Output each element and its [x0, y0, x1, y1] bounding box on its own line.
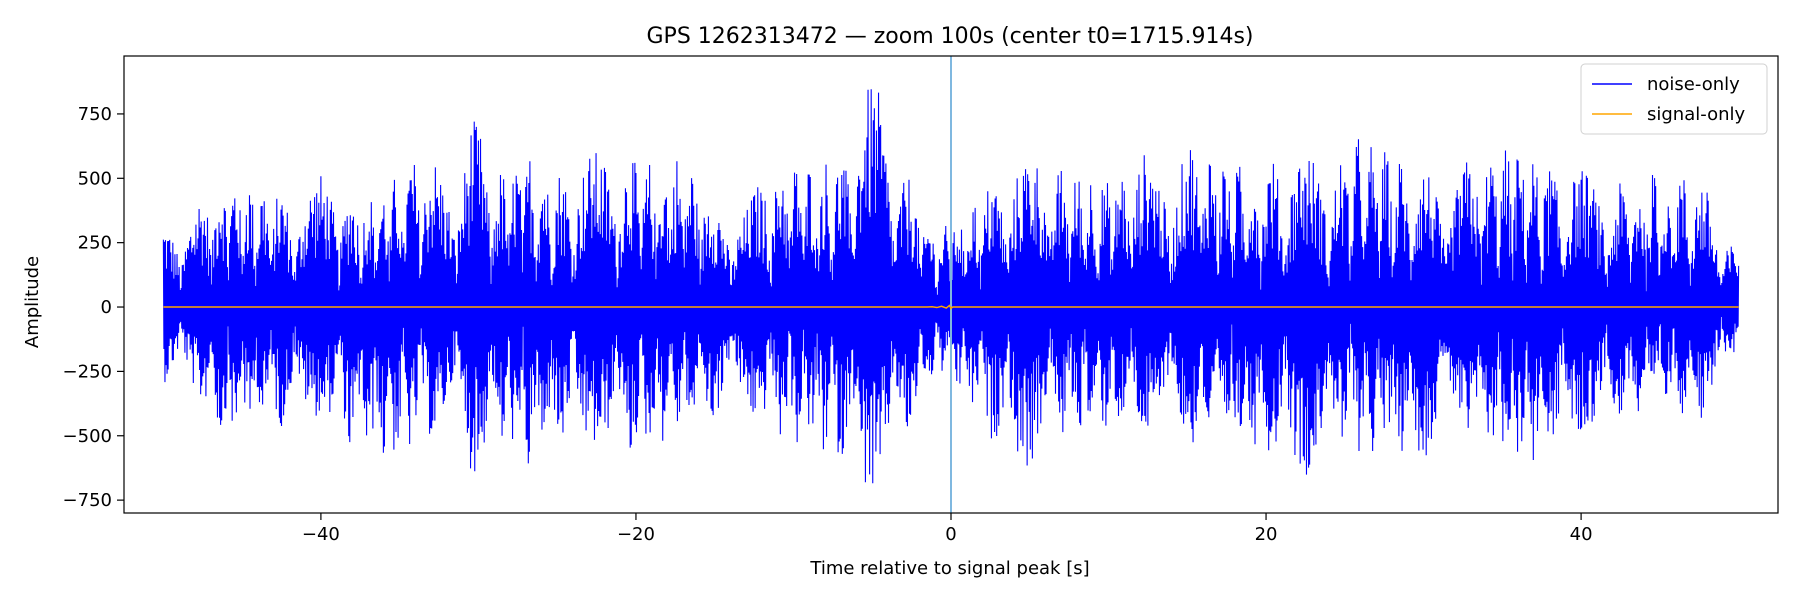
- y-tick-label: 500: [78, 168, 112, 189]
- x-tick-label: 20: [1255, 524, 1278, 545]
- series-line-signal-only: [163, 304, 1739, 310]
- y-tick-label: 0: [101, 297, 112, 318]
- y-tick-label: −250: [63, 361, 112, 382]
- y-tick-label: 750: [78, 104, 112, 125]
- y-axis-label: Amplitude: [22, 256, 43, 348]
- x-tick-label: −20: [617, 524, 655, 545]
- legend: noise-only signal-only: [1580, 63, 1768, 135]
- legend-box: [1580, 63, 1768, 135]
- chart-title: GPS 1262313472 — zoom 100s (center t0=17…: [647, 24, 1254, 49]
- legend-label-noise-only: noise-only: [1647, 74, 1740, 95]
- x-tick-label: 40: [1570, 524, 1593, 545]
- x-axis-label: Time relative to signal peak [s]: [809, 558, 1089, 579]
- x-tick-label: −40: [302, 524, 340, 545]
- plot-area: [162, 56, 1740, 513]
- legend-label-signal-only: signal-only: [1647, 104, 1745, 125]
- y-tick-label: −500: [63, 426, 112, 447]
- plot-clip-group: [162, 56, 1740, 513]
- y-tick-label: −750: [63, 490, 112, 511]
- axes: −40 −20 0 20 40 −750 −500 −250 0 250 500 750: [63, 55, 1779, 545]
- y-tick-label: 250: [78, 233, 112, 254]
- x-tick-label: 0: [945, 524, 956, 545]
